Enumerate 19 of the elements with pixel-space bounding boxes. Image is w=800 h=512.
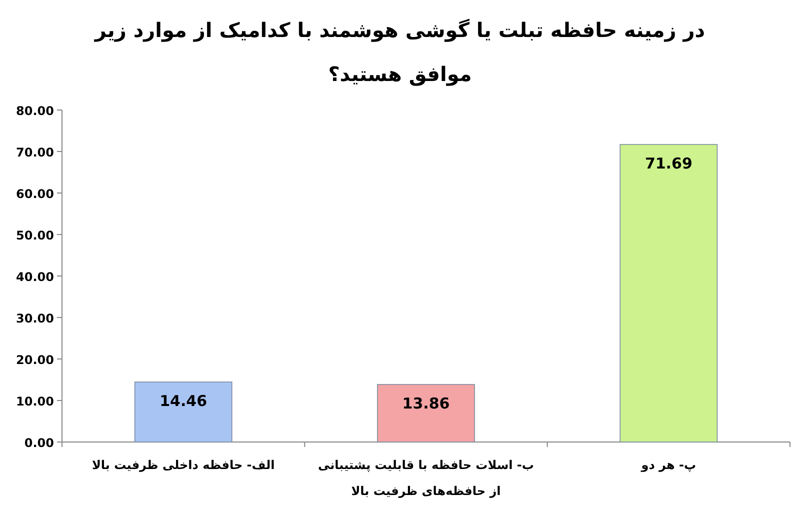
bar	[377, 384, 475, 442]
x-tick-label: ب- اسلات حافظه با قابلیت پشتیبانی از حافظه‌های ظرفیت بالا	[317, 457, 535, 500]
y-tick-label: 50.00	[16, 228, 54, 242]
x-tick-label: پ- هر دو	[640, 457, 698, 474]
bar	[620, 144, 718, 442]
y-tick-label: 10.00	[16, 394, 54, 408]
y-tick-label: 60.00	[16, 187, 54, 201]
x-tick-label: الف- حافظه داخلی ظرفیت بالا	[90, 457, 276, 474]
data-label: 71.69	[644, 154, 692, 172]
y-tick-label: 20.00	[16, 353, 54, 367]
y-tick-label: 40.00	[16, 270, 54, 284]
y-tick-label: 80.00	[16, 104, 54, 118]
y-tick-label: 0.00	[24, 436, 54, 450]
title: در زمینه حافظه تبلت یا گوشی هوشمند با کدامیک از موارد زیر موافق هستید؟	[93, 17, 706, 88]
bar	[134, 382, 232, 442]
data-label: 13.86	[402, 394, 450, 412]
data-label: 14.46	[160, 392, 208, 410]
y-tick-label: 70.00	[16, 146, 54, 160]
y-tick-label: 30.00	[16, 312, 54, 326]
